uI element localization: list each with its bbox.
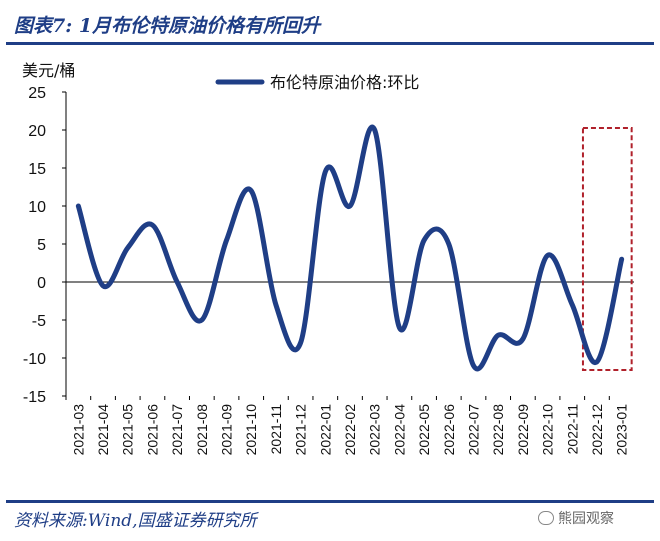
x-tick-label: 2022-11 bbox=[564, 404, 580, 455]
wechat-icon bbox=[538, 511, 554, 525]
y-tick-label: 15 bbox=[28, 161, 46, 178]
y-axis-label: 美元/桶 bbox=[22, 61, 75, 80]
footer-divider bbox=[6, 500, 654, 503]
x-tick-label: 2021-10 bbox=[243, 404, 259, 456]
data-point bbox=[150, 223, 155, 228]
data-point bbox=[594, 359, 599, 364]
title-divider bbox=[6, 42, 654, 45]
data-point bbox=[125, 245, 130, 250]
data-point bbox=[175, 280, 180, 285]
x-tick-label: 2022-01 bbox=[317, 404, 333, 456]
series-line bbox=[75, 124, 625, 372]
source-note: 资料来源:Wind,国盛证券研究所 bbox=[14, 511, 257, 531]
legend-label: 布伦特原油价格:环比 bbox=[270, 73, 419, 92]
y-tick-label: -5 bbox=[32, 313, 46, 330]
title-bar: 图表7: 1月布伦特原油价格有所回升 bbox=[6, 4, 654, 45]
x-tick-label: 2022-04 bbox=[391, 404, 407, 456]
data-point bbox=[570, 302, 575, 307]
x-tick-label: 2021-06 bbox=[144, 404, 160, 456]
y-tick-label: 10 bbox=[28, 199, 46, 216]
x-tick-label: 2022-10 bbox=[540, 404, 556, 456]
data-point bbox=[545, 253, 550, 258]
x-tick-label: 2021-05 bbox=[120, 404, 136, 456]
x-tick-label: 2022-12 bbox=[589, 404, 605, 456]
x-tick-label: 2022-05 bbox=[416, 404, 432, 456]
y-tick-label: 25 bbox=[28, 85, 46, 102]
y-tick-label: 5 bbox=[37, 237, 46, 254]
y-tick-label: -15 bbox=[23, 389, 46, 406]
data-point bbox=[397, 325, 402, 330]
data-point bbox=[199, 318, 204, 323]
chart-title: 图表7: 1月布伦特原油价格有所回升 bbox=[14, 15, 321, 37]
highlight-box bbox=[581, 127, 633, 371]
watermark-label: 熊园观察 bbox=[558, 511, 614, 527]
x-tick-label: 2021-11 bbox=[268, 404, 284, 455]
x-tick-label: 2022-09 bbox=[515, 404, 531, 456]
x-tick-label: 2021-12 bbox=[293, 404, 309, 456]
data-point bbox=[496, 333, 501, 338]
watermark: 熊园观察 bbox=[538, 508, 614, 528]
x-tick-label: 2021-04 bbox=[95, 404, 111, 456]
y-tick-label: 20 bbox=[28, 123, 46, 140]
data-point bbox=[348, 204, 353, 209]
data-point bbox=[298, 340, 303, 345]
x-tick-label: 2022-06 bbox=[441, 404, 457, 456]
data-point bbox=[422, 238, 427, 243]
x-tick-label: 2022-07 bbox=[465, 404, 481, 456]
x-tick-label: 2021-03 bbox=[70, 404, 86, 456]
data-point bbox=[224, 238, 229, 243]
x-tick-label: 2022-08 bbox=[490, 404, 506, 456]
y-tick-label: -10 bbox=[23, 351, 46, 368]
x-tick-label: 2022-02 bbox=[342, 404, 358, 456]
data-point bbox=[446, 242, 451, 247]
data-point bbox=[372, 128, 377, 133]
data-point bbox=[323, 169, 328, 174]
data-point bbox=[619, 257, 624, 262]
x-tick-label: 2022-03 bbox=[367, 404, 383, 456]
x-tick-label: 2021-08 bbox=[194, 404, 210, 456]
data-point bbox=[471, 363, 476, 368]
data-point bbox=[249, 188, 254, 193]
x-tick-label: 2023-01 bbox=[614, 404, 630, 456]
y-tick-label: 0 bbox=[37, 275, 46, 292]
x-tick-label: 2021-09 bbox=[219, 404, 235, 456]
data-point bbox=[76, 204, 81, 209]
data-point bbox=[520, 337, 525, 342]
data-point bbox=[273, 302, 278, 307]
x-tick-label: 2021-07 bbox=[169, 404, 185, 456]
data-point bbox=[101, 283, 106, 288]
